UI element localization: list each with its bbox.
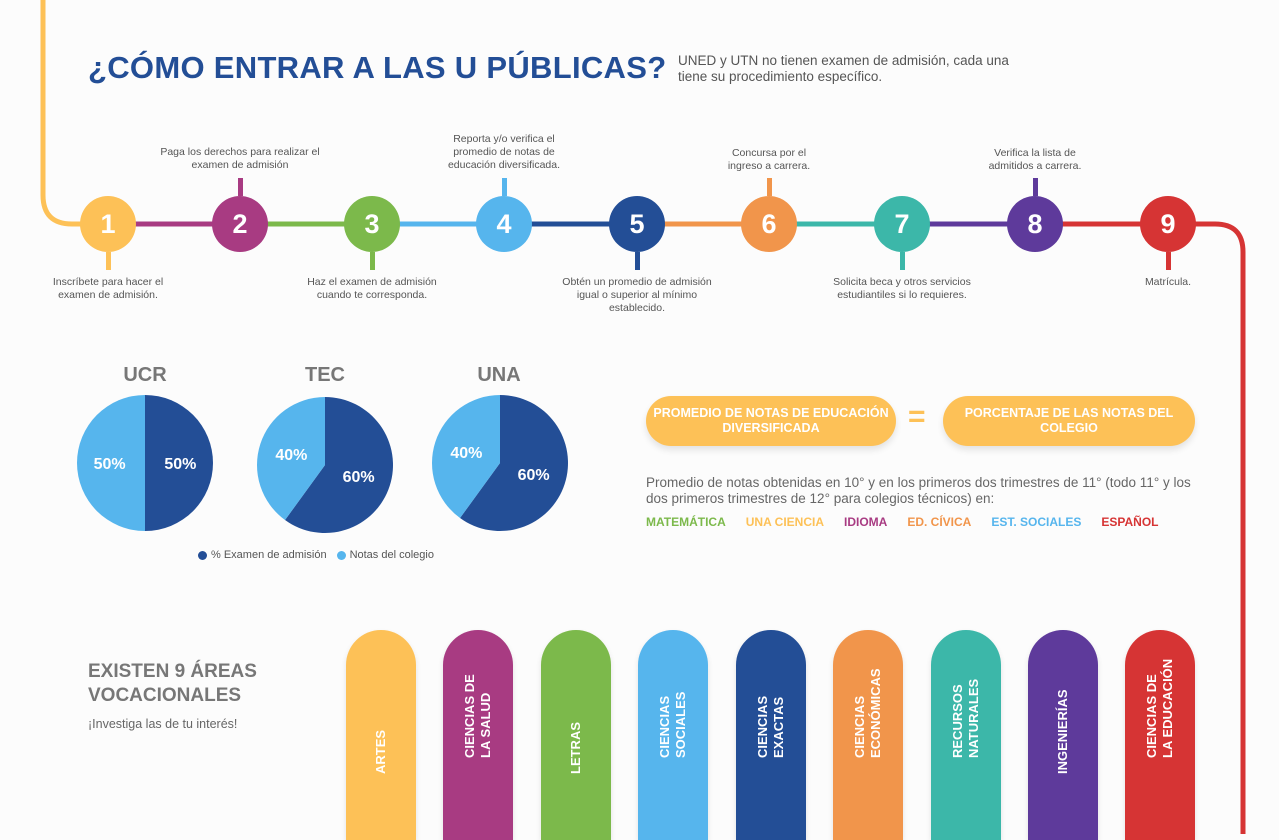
pie-label-una-1: 40% (450, 445, 482, 462)
area-label-line1: LETRAS (568, 722, 583, 774)
step-text-2: Paga los derechos para realizar el exame… (160, 146, 320, 171)
step-tick (634, 252, 640, 270)
area-bar-3: CIENCIAS SOCIALES (638, 630, 708, 840)
subject-2: IDIOMA (844, 515, 888, 529)
area-label-line1: CIENCIAS DE (462, 674, 477, 758)
area-bar-0: ARTES (346, 630, 416, 840)
step-text-7: Solicita beca y otros servicios estudian… (833, 276, 971, 301)
step-node-8: 8 (1007, 196, 1063, 252)
area-bar-6: RECURSOS NATURALES (931, 630, 1001, 840)
step-node-1: 1 (80, 196, 136, 252)
formula-equals: = (908, 400, 926, 433)
area-bar-7: INGENIERÍAS (1028, 630, 1098, 840)
areas-title: EXISTEN 9 ÁREAS VOCACIONALES (88, 660, 257, 708)
subject-1: UNA CIENCIA (745, 515, 824, 529)
pie-slice-ucr-1 (77, 395, 145, 531)
area-label-line1: CIENCIAS (852, 695, 867, 758)
area-label-1: CIENCIAS DE LA SALUD (462, 674, 494, 758)
subject-5: ESPAÑOL (1101, 515, 1159, 529)
step-node-7: 7 (874, 196, 930, 252)
step-tick (369, 252, 375, 270)
pie-title-tec: TEC (305, 364, 345, 386)
areas-title-line1: EXISTEN 9 ÁREAS (88, 661, 257, 682)
formula-left-pill: PROMEDIO DE NOTAS DE EDUCACIÓN DIVERSIFI… (646, 396, 896, 446)
pie-title-ucr: UCR (123, 364, 167, 386)
area-bar-5: CIENCIAS ECONÓMICAS (833, 630, 903, 840)
step-text-9: Matrícula. (1144, 276, 1192, 288)
area-label-line1: INGENIERÍAS (1055, 689, 1070, 774)
step-node-5: 5 (609, 196, 665, 252)
step-tick (105, 252, 111, 270)
pie-slice-tec-0 (285, 397, 393, 533)
area-label-7: INGENIERÍAS (1055, 689, 1071, 774)
area-label-line2: SOCIALES (673, 691, 688, 758)
pie-label-tec-1: 40% (275, 447, 307, 464)
area-label-line2: LA SALUD (478, 692, 493, 758)
step-tick (899, 252, 905, 270)
area-label-line2: LA EDUCACIÓN (1160, 658, 1175, 758)
area-label-line1: ARTES (373, 729, 388, 774)
step-text-5: Obtén un promedio de admisión igual o su… (562, 276, 712, 314)
area-bar-1: CIENCIAS DE LA SALUD (443, 630, 513, 840)
pie-title-una: UNA (477, 364, 521, 386)
legend-label-exam: % Examen de admisión (211, 549, 327, 561)
page-subtitle: UNED y UTN no tienen examen de admisión,… (678, 53, 1009, 84)
pie-slice-tec-1 (257, 397, 325, 521)
area-bar-8: CIENCIAS DE LA EDUCACIÓN (1125, 630, 1195, 840)
step-text-8: Verifica la lista de admitidos a carrera… (988, 147, 1082, 172)
area-bar-4: CIENCIAS EXACTAS (736, 630, 806, 840)
pie-label-ucr-0: 50% (164, 456, 196, 473)
area-label-line2: ECONÓMICAS (868, 668, 883, 758)
step-text-1: Inscríbete para hacer el examen de admis… (52, 276, 164, 301)
formula-right-pill: PORCENTAJE DE LAS NOTAS DEL COLEGIO (943, 396, 1195, 446)
step-text-4: Reporta y/o verifica el promedio de nota… (447, 133, 561, 171)
area-label-line1: CIENCIAS (755, 695, 770, 758)
area-bar-2: LETRAS (541, 630, 611, 840)
subject-4: EST. SOCIALES (991, 515, 1082, 529)
pie-label-ucr-1: 50% (94, 456, 126, 473)
area-label-5: CIENCIAS ECONÓMICAS (852, 668, 884, 758)
area-label-8: CIENCIAS DE LA EDUCACIÓN (1144, 659, 1176, 758)
step-tick (237, 178, 243, 196)
pie-slice-una-0 (460, 395, 569, 531)
step-node-3: 3 (344, 196, 400, 252)
areas-title-line2: VOCACIONALES (88, 685, 242, 706)
step-text-3: Haz el examen de admisión cuando te corr… (307, 276, 437, 301)
step-tick (501, 178, 507, 196)
legend-dot-notes (336, 550, 346, 560)
pie-label-una-0: 60% (518, 467, 550, 484)
area-label-6: RECURSOS NATURALES (950, 679, 982, 758)
pie-slice-ucr-0 (145, 395, 213, 531)
pie-charts: 50% 50% 60% 40% 60% 40% (77, 395, 569, 533)
area-label-line1: RECURSOS (950, 684, 965, 758)
page-title: ¿CÓMO ENTRAR A LAS U PÚBLICAS? (88, 50, 667, 85)
subject-0: MATEMÁTICA (646, 515, 726, 529)
step-tick (766, 178, 772, 196)
step-tick (1032, 178, 1038, 196)
pie-label-tec-0: 60% (343, 469, 375, 486)
area-label-3: CIENCIAS SOCIALES (657, 692, 689, 758)
legend-label-notes: Notas del colegio (349, 549, 434, 561)
subject-3: ED. CÍVICA (907, 515, 972, 529)
pie-slice-una-1 (432, 395, 500, 519)
area-label-line2: NATURALES (966, 678, 981, 758)
area-label-0: ARTES (373, 730, 389, 774)
step-node-6: 6 (741, 196, 797, 252)
area-label-line2: EXACTAS (771, 696, 786, 758)
area-label-4: CIENCIAS EXACTAS (755, 696, 787, 758)
step-node-9: 9 (1140, 196, 1196, 252)
subject-list: MATEMÁTICA UNA CIENCIA IDIOMA ED. CÍVICA EST… (646, 515, 1159, 529)
step-text-6: Concursa por el ingreso a carrera. (727, 147, 811, 172)
formula-description: Promedio de notas obtenidas en 10° y en … (646, 475, 1191, 506)
step-node-4: 4 (476, 196, 532, 252)
step-node-2: 2 (212, 196, 268, 252)
pie-legend: % Examen de admisión Notas del colegio (198, 549, 434, 561)
areas-subtitle: ¡Investiga las de tu interés! (88, 717, 238, 731)
area-label-line1: CIENCIAS (657, 695, 672, 758)
step-tick (1165, 252, 1171, 270)
legend-dot-exam (198, 550, 207, 560)
area-label-line1: CIENCIAS DE (1144, 674, 1159, 758)
area-label-2: LETRAS (568, 722, 584, 774)
